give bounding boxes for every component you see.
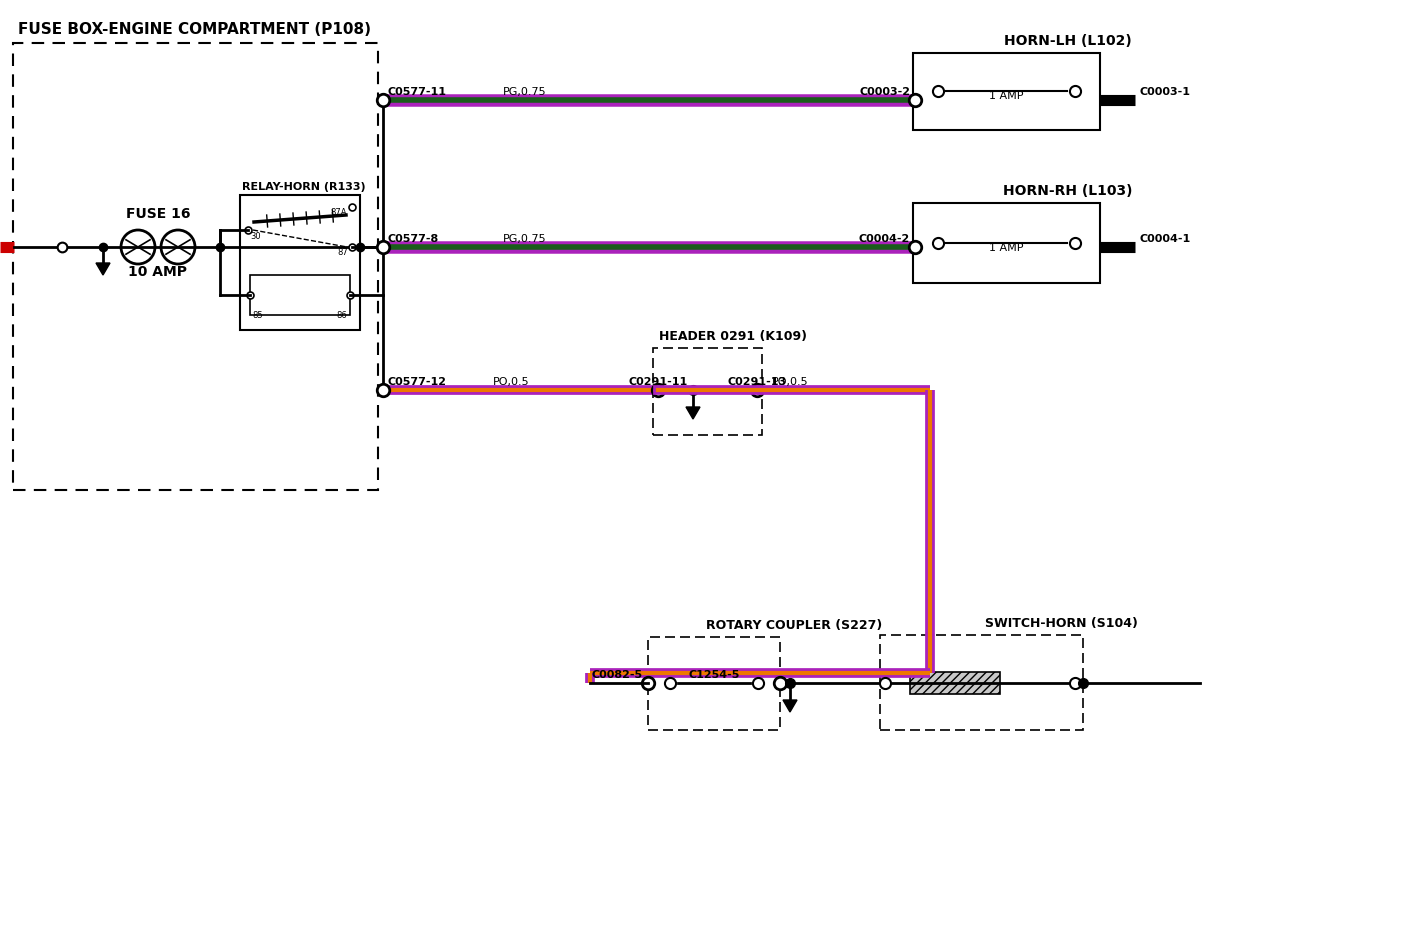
Text: FUSE BOX-ENGINE COMPARTMENT (P108): FUSE BOX-ENGINE COMPARTMENT (P108) xyxy=(19,22,371,37)
Text: C0004-1: C0004-1 xyxy=(1140,234,1191,244)
Bar xyxy=(250,275,350,315)
Text: 30: 30 xyxy=(250,232,261,241)
Text: C0003-2: C0003-2 xyxy=(860,87,910,97)
Text: C0082-5: C0082-5 xyxy=(591,670,643,680)
Text: C0003-1: C0003-1 xyxy=(1140,87,1191,97)
Bar xyxy=(13,43,378,490)
Text: PO,0.5: PO,0.5 xyxy=(493,377,530,387)
Bar xyxy=(880,635,1082,730)
Polygon shape xyxy=(685,407,700,419)
Text: C0004-2: C0004-2 xyxy=(858,234,910,244)
Text: FUSE 16: FUSE 16 xyxy=(126,207,190,221)
Text: C1254-5: C1254-5 xyxy=(688,670,740,680)
Text: C0291-11: C0291-11 xyxy=(628,377,688,387)
Bar xyxy=(648,637,780,730)
Text: C0577-12: C0577-12 xyxy=(388,377,447,387)
Text: C0291-13: C0291-13 xyxy=(727,377,787,387)
Text: 87: 87 xyxy=(337,248,348,257)
Text: ROTARY COUPLER (S227): ROTARY COUPLER (S227) xyxy=(705,619,883,632)
Text: HORN-LH (L102): HORN-LH (L102) xyxy=(1004,34,1132,48)
Text: C0577-8: C0577-8 xyxy=(388,234,440,244)
Bar xyxy=(240,195,360,330)
Text: 1 AMP: 1 AMP xyxy=(988,91,1024,101)
Text: PG,0.75: PG,0.75 xyxy=(503,87,547,97)
Polygon shape xyxy=(783,700,797,712)
Bar xyxy=(912,203,1100,283)
Text: PG,0.75: PG,0.75 xyxy=(503,234,547,244)
Text: 85: 85 xyxy=(251,311,263,320)
Bar xyxy=(653,348,763,435)
Text: HEADER 0291 (K109): HEADER 0291 (K109) xyxy=(658,330,807,343)
Text: 86: 86 xyxy=(336,311,347,320)
Text: C0577-11: C0577-11 xyxy=(388,87,447,97)
Text: HORN-RH (L103): HORN-RH (L103) xyxy=(1004,184,1132,198)
Text: PO,0.5: PO,0.5 xyxy=(773,377,808,387)
Text: RELAY-HORN (R133): RELAY-HORN (R133) xyxy=(241,182,366,192)
Bar xyxy=(912,53,1100,130)
Text: 10 AMP: 10 AMP xyxy=(129,265,187,279)
Polygon shape xyxy=(96,263,110,275)
Text: SWITCH-HORN (S104): SWITCH-HORN (S104) xyxy=(984,617,1138,630)
Text: 87A: 87A xyxy=(330,208,347,217)
Bar xyxy=(910,672,1000,694)
Text: 1 AMP: 1 AMP xyxy=(988,243,1024,253)
